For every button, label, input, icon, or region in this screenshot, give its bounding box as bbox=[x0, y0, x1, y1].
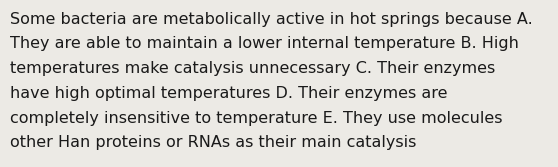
Text: other Han proteins or RNAs as their main catalysis: other Han proteins or RNAs as their main… bbox=[10, 135, 416, 150]
Text: temperatures make catalysis unnecessary C. Their enzymes: temperatures make catalysis unnecessary … bbox=[10, 61, 496, 76]
Text: completely insensitive to temperature E. They use molecules: completely insensitive to temperature E.… bbox=[10, 111, 503, 126]
Text: Some bacteria are metabolically active in hot springs because A.: Some bacteria are metabolically active i… bbox=[10, 12, 533, 27]
Text: They are able to maintain a lower internal temperature B. High: They are able to maintain a lower intern… bbox=[10, 36, 519, 51]
Text: have high optimal temperatures D. Their enzymes are: have high optimal temperatures D. Their … bbox=[10, 86, 448, 101]
